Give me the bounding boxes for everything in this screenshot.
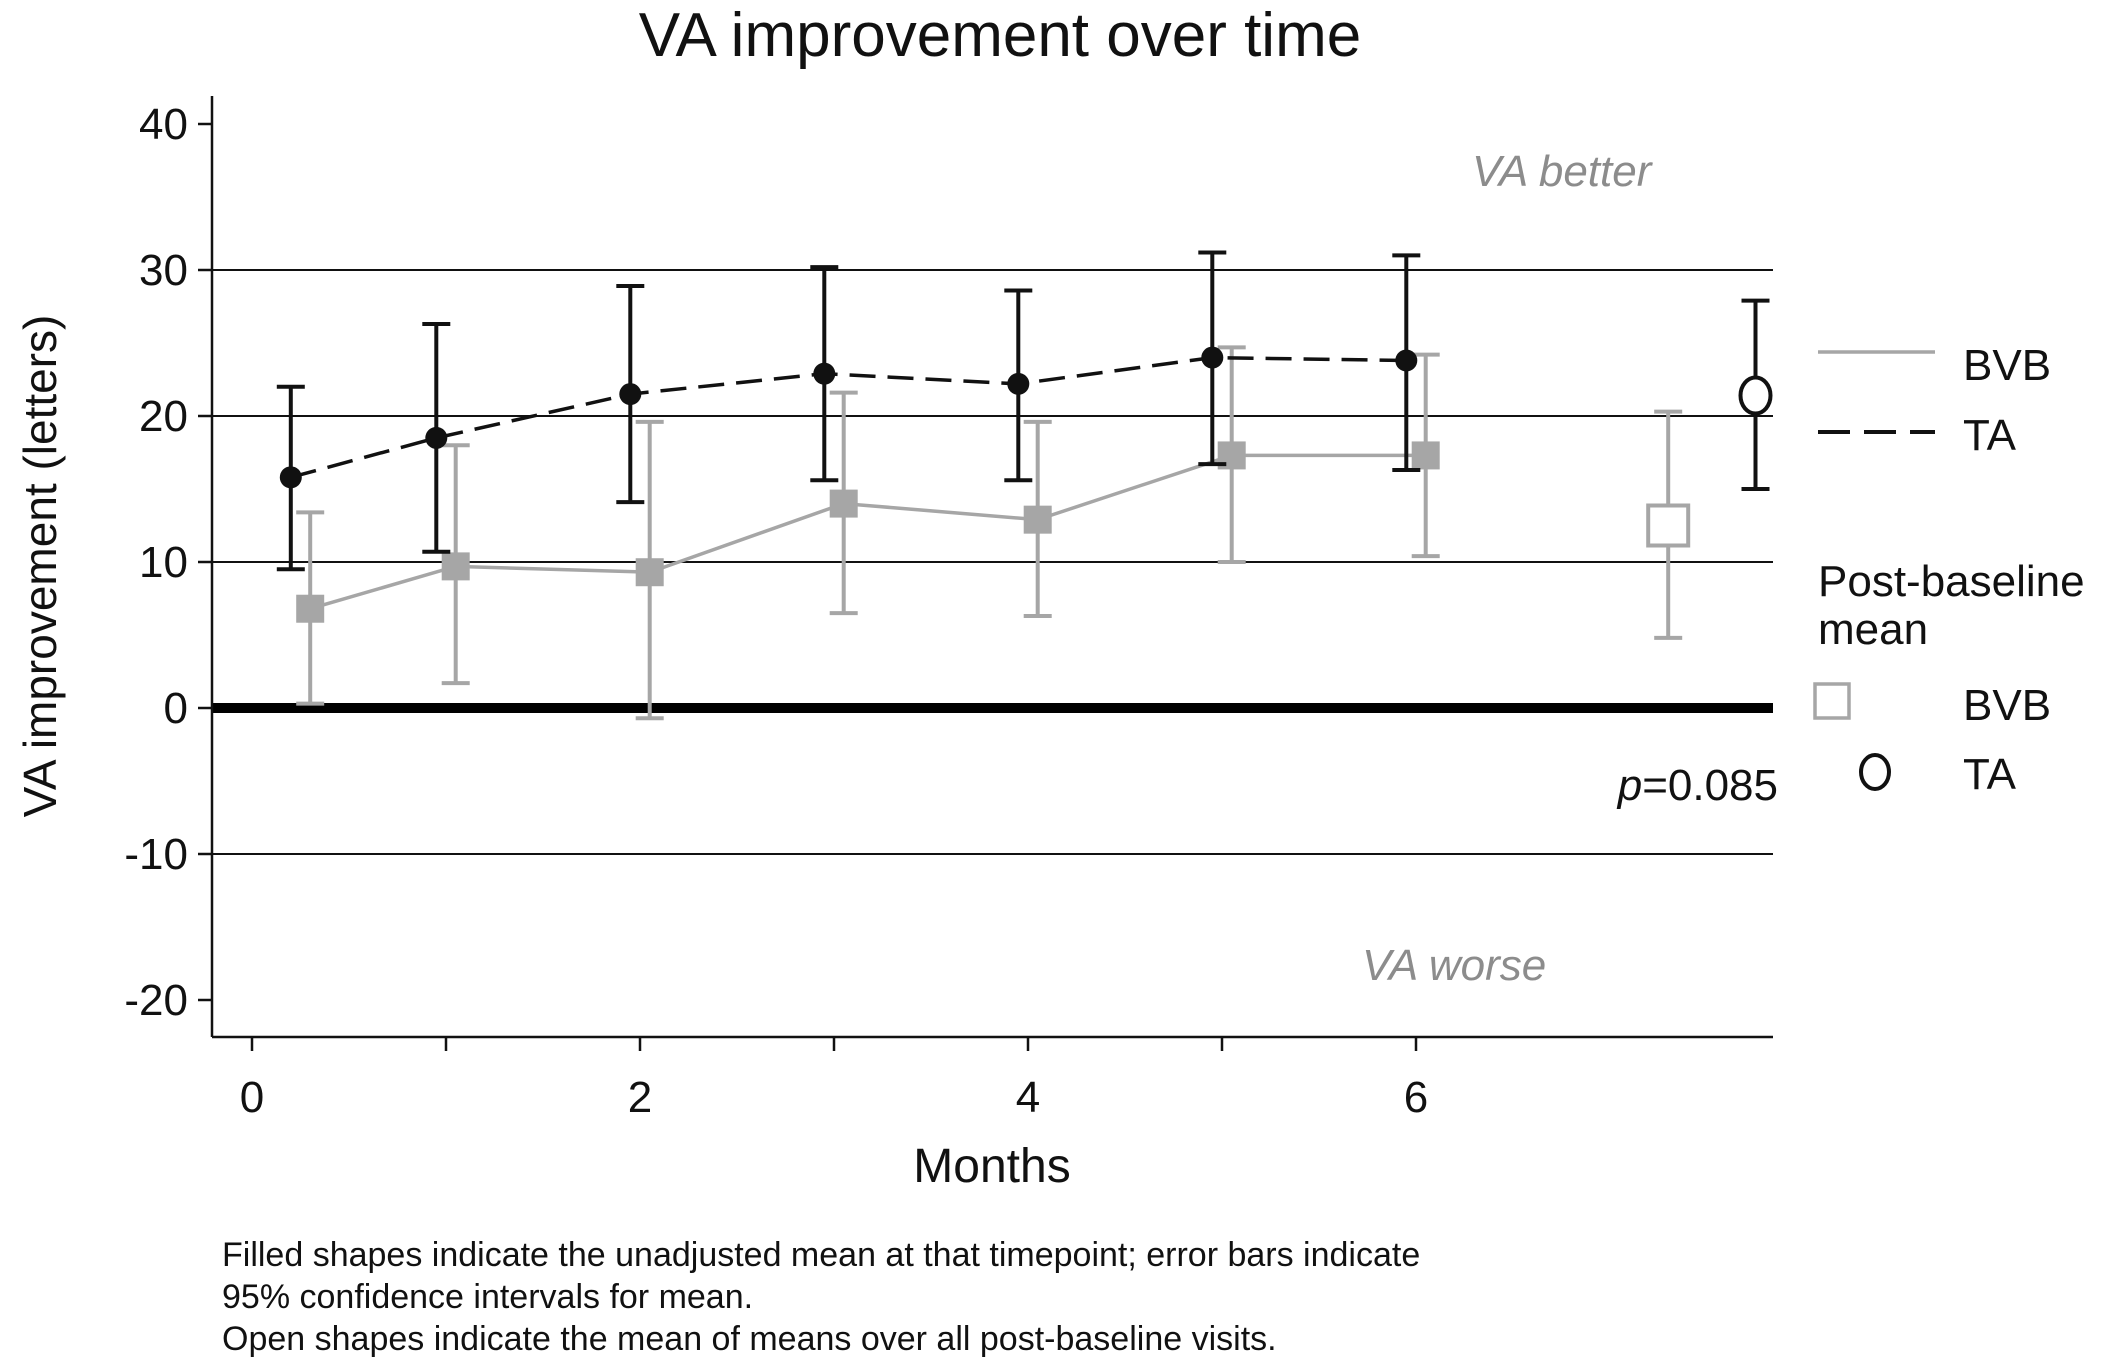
bvb-point	[441, 552, 470, 581]
ta-point	[813, 362, 836, 385]
legend-open-circle-icon	[1859, 753, 1891, 791]
x-tick-label: 0	[240, 1073, 264, 1122]
pbm-open-square	[1646, 503, 1691, 548]
x-tick-label: 4	[1016, 1073, 1040, 1122]
chart-title: VA improvement over time	[639, 1, 1361, 70]
ta-point	[279, 466, 302, 489]
bvb-point	[829, 489, 858, 518]
annotation-va-worse: VA worse	[1362, 941, 1546, 990]
axes	[210, 96, 1773, 1039]
p-italic: p	[1616, 761, 1642, 810]
legend-label-ta: TA	[1963, 411, 2017, 460]
p-value-annotation: p=0.085	[1616, 761, 1778, 810]
legend-group-title-line1: Post-baseline	[1818, 557, 2085, 606]
series	[276, 250, 1440, 721]
footnote: Filled shapes indicate the unadjusted me…	[222, 1236, 1420, 1358]
footnote-line-1: Filled shapes indicate the unadjusted me…	[222, 1236, 1420, 1274]
footnote-line-2: 95% confidence intervals for mean.	[222, 1278, 753, 1316]
bvb-point	[635, 558, 664, 587]
bvb-line	[309, 453, 1426, 611]
ta-point	[1201, 346, 1224, 369]
y-tick-label: 20	[139, 392, 188, 441]
post-baseline-means	[1646, 298, 1773, 640]
legend-marker-label-ta: TA	[1963, 750, 2017, 799]
pbm-bvb	[1646, 409, 1691, 640]
x-axis-label: Months	[913, 1140, 1070, 1193]
bvb-point	[1023, 505, 1052, 534]
legend-label-bvb: BVB	[1963, 341, 2051, 390]
x-tick-label: 6	[1404, 1073, 1428, 1122]
y-tick-label: 10	[139, 538, 188, 587]
legend-group-title-line2: mean	[1818, 605, 1928, 654]
bvb-point	[1411, 441, 1440, 470]
annotation-va-better: VA better	[1472, 147, 1654, 196]
grid-lines	[212, 269, 1773, 855]
footnote-line-3: Open shapes indicate the mean of means o…	[222, 1320, 1277, 1358]
x-tick-label: 2	[628, 1073, 652, 1122]
pbm-open-circle	[1738, 375, 1773, 416]
legend: BVB TA Post-baseline mean BVB TA	[1813, 341, 2085, 799]
bvb-point	[296, 594, 325, 623]
y-tick-label: 0	[164, 684, 188, 733]
y-tick-label: 30	[139, 246, 188, 295]
ta-point	[1007, 372, 1030, 395]
y-axis-label: VA improvement (letters)	[14, 315, 66, 818]
y-tick-label: -10	[124, 830, 188, 879]
pbm-ta	[1738, 298, 1773, 491]
ta-point	[619, 383, 642, 406]
y-tick-label: -20	[124, 976, 188, 1025]
ta-point	[425, 426, 448, 449]
legend-marker-label-bvb: BVB	[1963, 681, 2051, 730]
axis-ticks: -20 -10 0 10 20 30 40 0 2 4 6	[124, 100, 1428, 1122]
p-value: =0.085	[1642, 761, 1778, 810]
ta-point	[1395, 349, 1418, 372]
legend-open-square-icon	[1813, 682, 1851, 720]
y-tick-label: 40	[139, 100, 188, 149]
